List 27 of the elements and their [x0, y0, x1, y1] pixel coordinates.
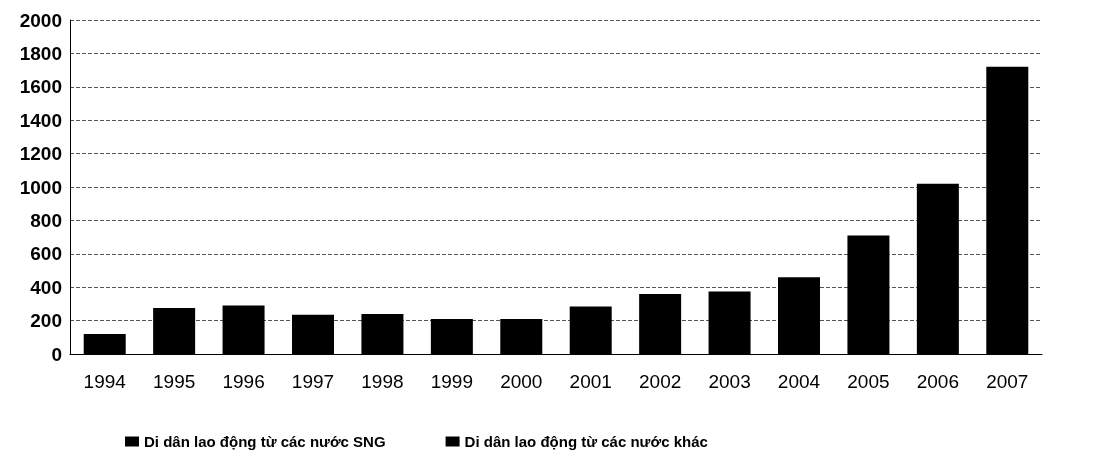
y-tick-label: 600 [30, 243, 62, 265]
y-tick-label: 400 [30, 276, 62, 298]
x-tick-label: 2002 [639, 371, 682, 392]
legend-label: Di dân lao động từ các nước khác [464, 433, 708, 450]
x-tick-label: 2007 [986, 371, 1029, 392]
x-tick-label: 2001 [569, 371, 612, 392]
x-tick-label: 1998 [361, 371, 404, 392]
x-tick-label: 1997 [291, 371, 335, 392]
x-tick-label: 1996 [222, 371, 265, 392]
x-tick-label: 2004 [777, 371, 821, 392]
y-tick-label: 1000 [19, 176, 62, 198]
y-tick-label: 800 [30, 209, 62, 231]
y-tick-label: 1400 [19, 109, 62, 131]
y-tick-label: 1600 [19, 76, 62, 98]
x-tick-label: 1999 [430, 371, 473, 392]
x-tick-label: 2003 [708, 371, 751, 392]
x-tick-label: 2005 [847, 371, 890, 392]
x-tick-label: 1994 [83, 371, 127, 392]
y-tick-label: 1200 [19, 143, 62, 165]
y-tick-label: 2000 [19, 9, 62, 31]
y-tick-label: 0 [51, 343, 62, 365]
x-tick-label: 1995 [153, 371, 196, 392]
x-tick-label: 2000 [500, 371, 543, 392]
legend-label: Di dân lao động từ các nước SNG [144, 433, 386, 450]
x-tick-label: 2006 [916, 371, 959, 392]
y-tick-label: 200 [30, 310, 62, 332]
y-tick-label: 1800 [19, 42, 62, 64]
